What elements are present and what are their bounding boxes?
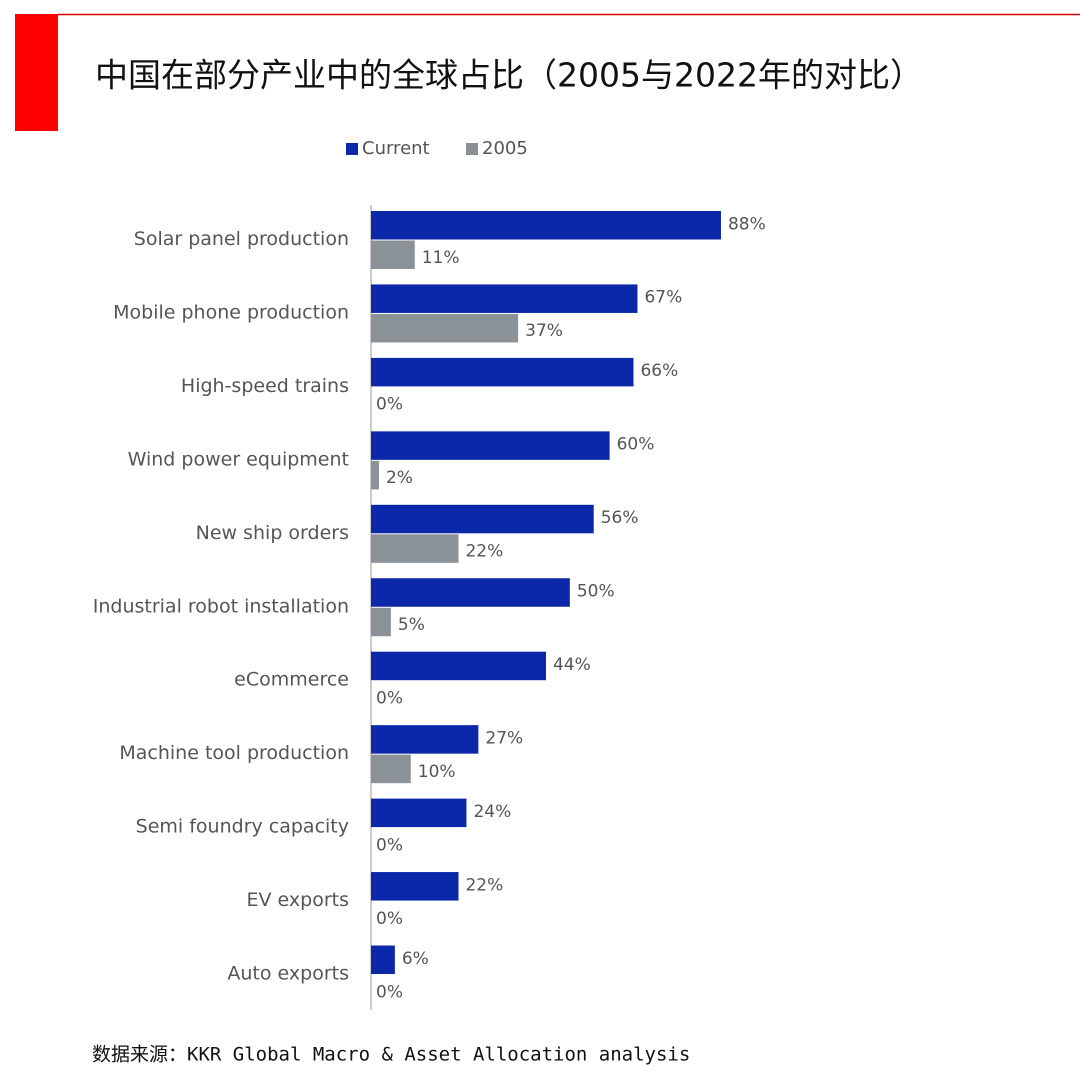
category-label: eCommerce <box>234 669 349 691</box>
value-label: 10% <box>418 762 456 782</box>
chart-title: 中国在部分产业中的全球占比（2005与2022年的对比） <box>95 56 923 95</box>
value-label: 2% <box>386 468 413 488</box>
value-label: 56% <box>601 508 639 528</box>
legend-label: Current <box>362 138 430 159</box>
value-label: 44% <box>553 655 591 675</box>
accent-block <box>15 14 58 131</box>
value-label: 88% <box>728 214 766 234</box>
category-label: Machine tool production <box>119 742 349 764</box>
value-label: 50% <box>577 582 615 602</box>
value-label: 0% <box>376 395 403 415</box>
bar <box>371 357 634 387</box>
bar <box>371 872 459 901</box>
bar <box>371 240 415 269</box>
value-label: 27% <box>485 728 523 748</box>
value-label: 5% <box>398 615 425 635</box>
bar <box>371 431 610 460</box>
category-label: New ship orders <box>196 522 349 544</box>
category-label: Wind power equipment <box>128 448 349 470</box>
source-note: 数据来源：KKR Global Macro & Asset Allocation… <box>92 1044 690 1066</box>
value-label: 24% <box>473 802 511 822</box>
value-label: 37% <box>525 321 563 341</box>
bar <box>371 504 594 534</box>
bar <box>371 313 519 343</box>
bar <box>371 945 395 974</box>
value-label: 0% <box>376 688 403 708</box>
category-label: Solar panel production <box>134 228 349 250</box>
category-label: Industrial robot installation <box>93 595 349 617</box>
bar <box>371 211 721 240</box>
legend-swatch <box>466 143 478 155</box>
value-label: 22% <box>465 875 503 895</box>
bar <box>371 607 391 637</box>
value-label: 0% <box>376 982 403 1002</box>
value-label: 60% <box>617 435 655 455</box>
bar <box>371 284 638 313</box>
value-label: 6% <box>402 949 429 969</box>
legend-label: 2005 <box>482 138 528 159</box>
value-label: 66% <box>640 361 678 381</box>
value-label: 0% <box>376 909 403 929</box>
value-label: 67% <box>644 288 682 308</box>
value-label: 0% <box>376 835 403 855</box>
bar <box>371 725 479 754</box>
category-label: High-speed trains <box>181 375 349 397</box>
value-label: 11% <box>422 248 460 268</box>
category-label: EV exports <box>247 889 350 911</box>
bar <box>371 578 570 607</box>
category-label: Mobile phone production <box>113 301 349 323</box>
bar <box>371 534 459 563</box>
category-label: Semi foundry capacity <box>136 816 349 838</box>
bar <box>371 460 379 490</box>
value-label: 22% <box>465 542 503 562</box>
bar <box>371 798 467 828</box>
category-label: Auto exports <box>227 963 349 985</box>
bar <box>371 651 546 681</box>
bar <box>371 754 411 784</box>
legend-swatch <box>346 143 358 155</box>
